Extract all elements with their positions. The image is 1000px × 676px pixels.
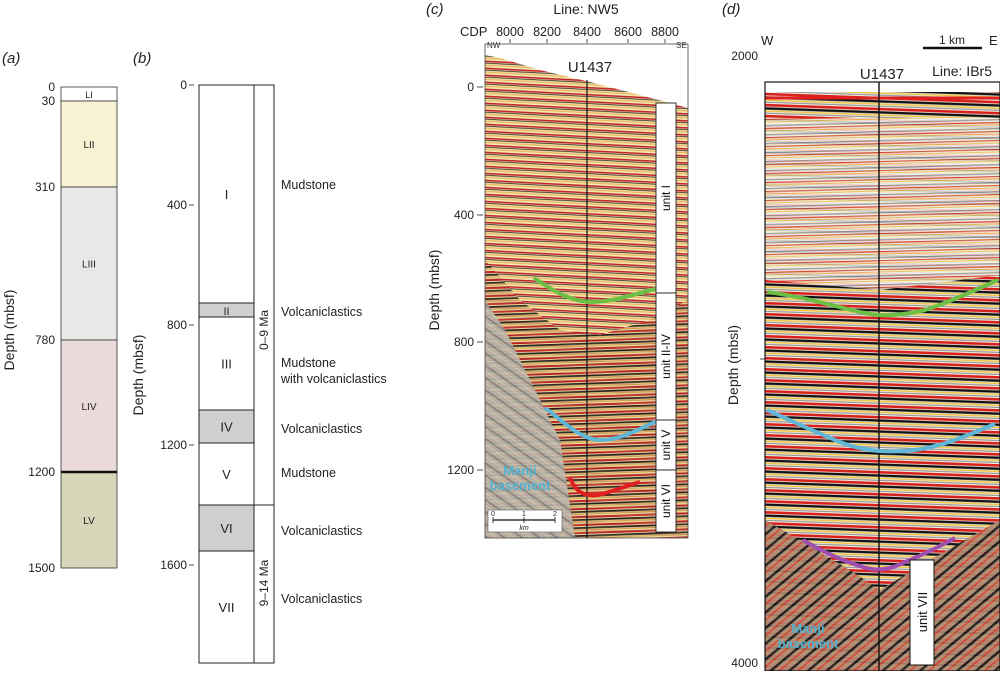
- lithology-label: Mudstone: [281, 356, 336, 370]
- lith-unit-label: LIV: [81, 402, 96, 413]
- unit-label: V: [222, 467, 231, 482]
- scale-tick-label: 2: [553, 511, 557, 518]
- panel-d-axis-label: Depth (mbsl): [725, 325, 741, 405]
- panel-a-lithology-column: LI LII LIII LIV LV: [60, 86, 118, 569]
- age-column-lower: [253, 504, 275, 664]
- panel-a-label: (a): [2, 50, 20, 67]
- unit-box-label: unit V: [659, 430, 673, 461]
- panel-b-lithology-labels: Mudstone Volcaniclastics Mudstone with volc…: [280, 178, 387, 606]
- depth-tick-label: 310: [35, 180, 55, 194]
- panel-d-site-label: U1437: [860, 66, 904, 83]
- panel-b-axis-label: Depth (mbsf): [130, 335, 146, 416]
- lith-unit-liv: [60, 339, 118, 473]
- age-label-upper: 0–9 Ma: [257, 310, 271, 350]
- lithology-label: Mudstone: [281, 466, 336, 480]
- panel-d-unit-box: [909, 559, 935, 666]
- age-column-upper: [253, 84, 275, 506]
- panel-d-scale-label: 1 km: [939, 33, 965, 47]
- unit-label: VI: [220, 521, 232, 536]
- cdp-tick-label: 8200: [533, 25, 561, 39]
- depth-tick-label: 1200: [160, 438, 187, 452]
- unit-label: I: [225, 187, 229, 202]
- panel-c-nw: NW: [487, 41, 501, 50]
- panel-a-depth-ticks: 030 310 780 1200 1500: [28, 80, 55, 575]
- lithology-label: Mudstone: [281, 178, 336, 192]
- unit-box-label: unit I: [659, 185, 673, 211]
- depth-tick-label: 1500: [28, 561, 55, 575]
- age-label-lower: 9–14 Ma: [257, 559, 271, 606]
- unit-box: [655, 469, 677, 533]
- depth-tick-label: 1600: [160, 558, 187, 572]
- lith-unit-label: LV: [83, 516, 95, 527]
- panel-c-basement-line2: basement: [490, 478, 551, 493]
- depth-tick-label: 800: [167, 318, 187, 332]
- depth-tick-label: 780: [35, 333, 55, 347]
- depth-tick-label: 0: [48, 80, 55, 94]
- panel-c-depth-ticks: 0 400 800 1200: [447, 80, 483, 477]
- lithology-label: Volcaniclastics: [281, 305, 362, 319]
- panel-d-west: W: [761, 33, 774, 48]
- panel-c-cdp-ticks: 8000 8200 8400 8600 8800: [496, 25, 679, 43]
- unit-i: [198, 84, 255, 304]
- lithology-label: Volcaniclastics: [281, 422, 362, 436]
- lith-unit-lii: [60, 100, 118, 188]
- scale-unit-label: km: [519, 525, 529, 532]
- panel-c-scale-bar: 0 1 2 km: [491, 511, 557, 532]
- panel-c-label: (c): [426, 1, 444, 18]
- panel-c-axis-label: Depth (mbsf): [426, 250, 442, 331]
- unit-label: III: [221, 357, 232, 372]
- panel-c-site-label: U1437: [568, 59, 612, 76]
- lith-unit-label: LII: [83, 140, 94, 151]
- panel-d-label: (d): [722, 1, 740, 18]
- cdp-tick-label: 8000: [496, 25, 524, 39]
- lith-unit-label: LIII: [82, 260, 96, 271]
- lith-unit-lv: [60, 471, 118, 569]
- lithology-label-line2: with volcaniclastics: [280, 372, 387, 386]
- cdp-tick-label: 8600: [614, 25, 642, 39]
- panel-b-depth-ticks: 0 400 800 1200 1600: [160, 78, 194, 572]
- panel-d-basement-line2: basement: [778, 636, 839, 651]
- unit-label: II: [223, 306, 229, 318]
- cdp-tick-label: 8800: [651, 25, 679, 39]
- panel-d-east: E: [989, 33, 998, 48]
- unit-label: IV: [220, 420, 233, 435]
- lithology-label: Volcaniclastics: [281, 524, 362, 538]
- panel-d-unit-label: unit VII: [915, 592, 930, 632]
- depth-tick-label: 800: [454, 335, 474, 349]
- panel-d-basement-line1: Manji: [791, 621, 824, 636]
- panel-c-seismic-image: [484, 43, 689, 539]
- unit-box-label: unit II-IV: [659, 334, 673, 379]
- unit-iii: [198, 316, 255, 411]
- depth-tick-label: 0: [180, 78, 187, 92]
- cdp-tick-label: 8400: [573, 25, 601, 39]
- panel-b-label: (b): [133, 50, 151, 67]
- depth-tick-label: 0: [467, 80, 474, 94]
- scale-tick-label: 1: [522, 511, 526, 518]
- panel-d-seismic-image: [764, 81, 1000, 672]
- depth-tick-label: 1200: [28, 465, 55, 479]
- panel-c-title: Line: NW5: [553, 1, 619, 17]
- depth-tick-label: 4000: [731, 656, 758, 670]
- panel-c-unit-column: unit I unit II-IV unit V unit VI: [655, 102, 677, 533]
- scale-tick-label: 0: [491, 511, 495, 518]
- depth-tick-label: 30: [42, 94, 56, 108]
- panel-d-depth-ticks: 2000 4000: [731, 49, 765, 670]
- panel-c-se: SE: [676, 41, 687, 50]
- unit-box-label: unit VI: [659, 484, 673, 518]
- lithology-label: Volcaniclastics: [281, 592, 362, 606]
- panel-d-title: Line: IBr5: [932, 63, 992, 79]
- lith-unit-liii: [60, 186, 118, 341]
- unit-label: VII: [219, 600, 235, 615]
- depth-tick-label: 400: [454, 208, 474, 222]
- depth-tick-label: 400: [167, 198, 187, 212]
- depth-tick-label: 1200: [447, 463, 474, 477]
- panel-c-cdp-label: CDP: [460, 24, 487, 39]
- panel-a-axis-label: Depth (mbsf): [1, 290, 17, 371]
- depth-tick-label: 2000: [731, 49, 758, 63]
- panel-c-basement-line1: Manji: [503, 463, 536, 478]
- lith-unit-label: LI: [85, 90, 93, 100]
